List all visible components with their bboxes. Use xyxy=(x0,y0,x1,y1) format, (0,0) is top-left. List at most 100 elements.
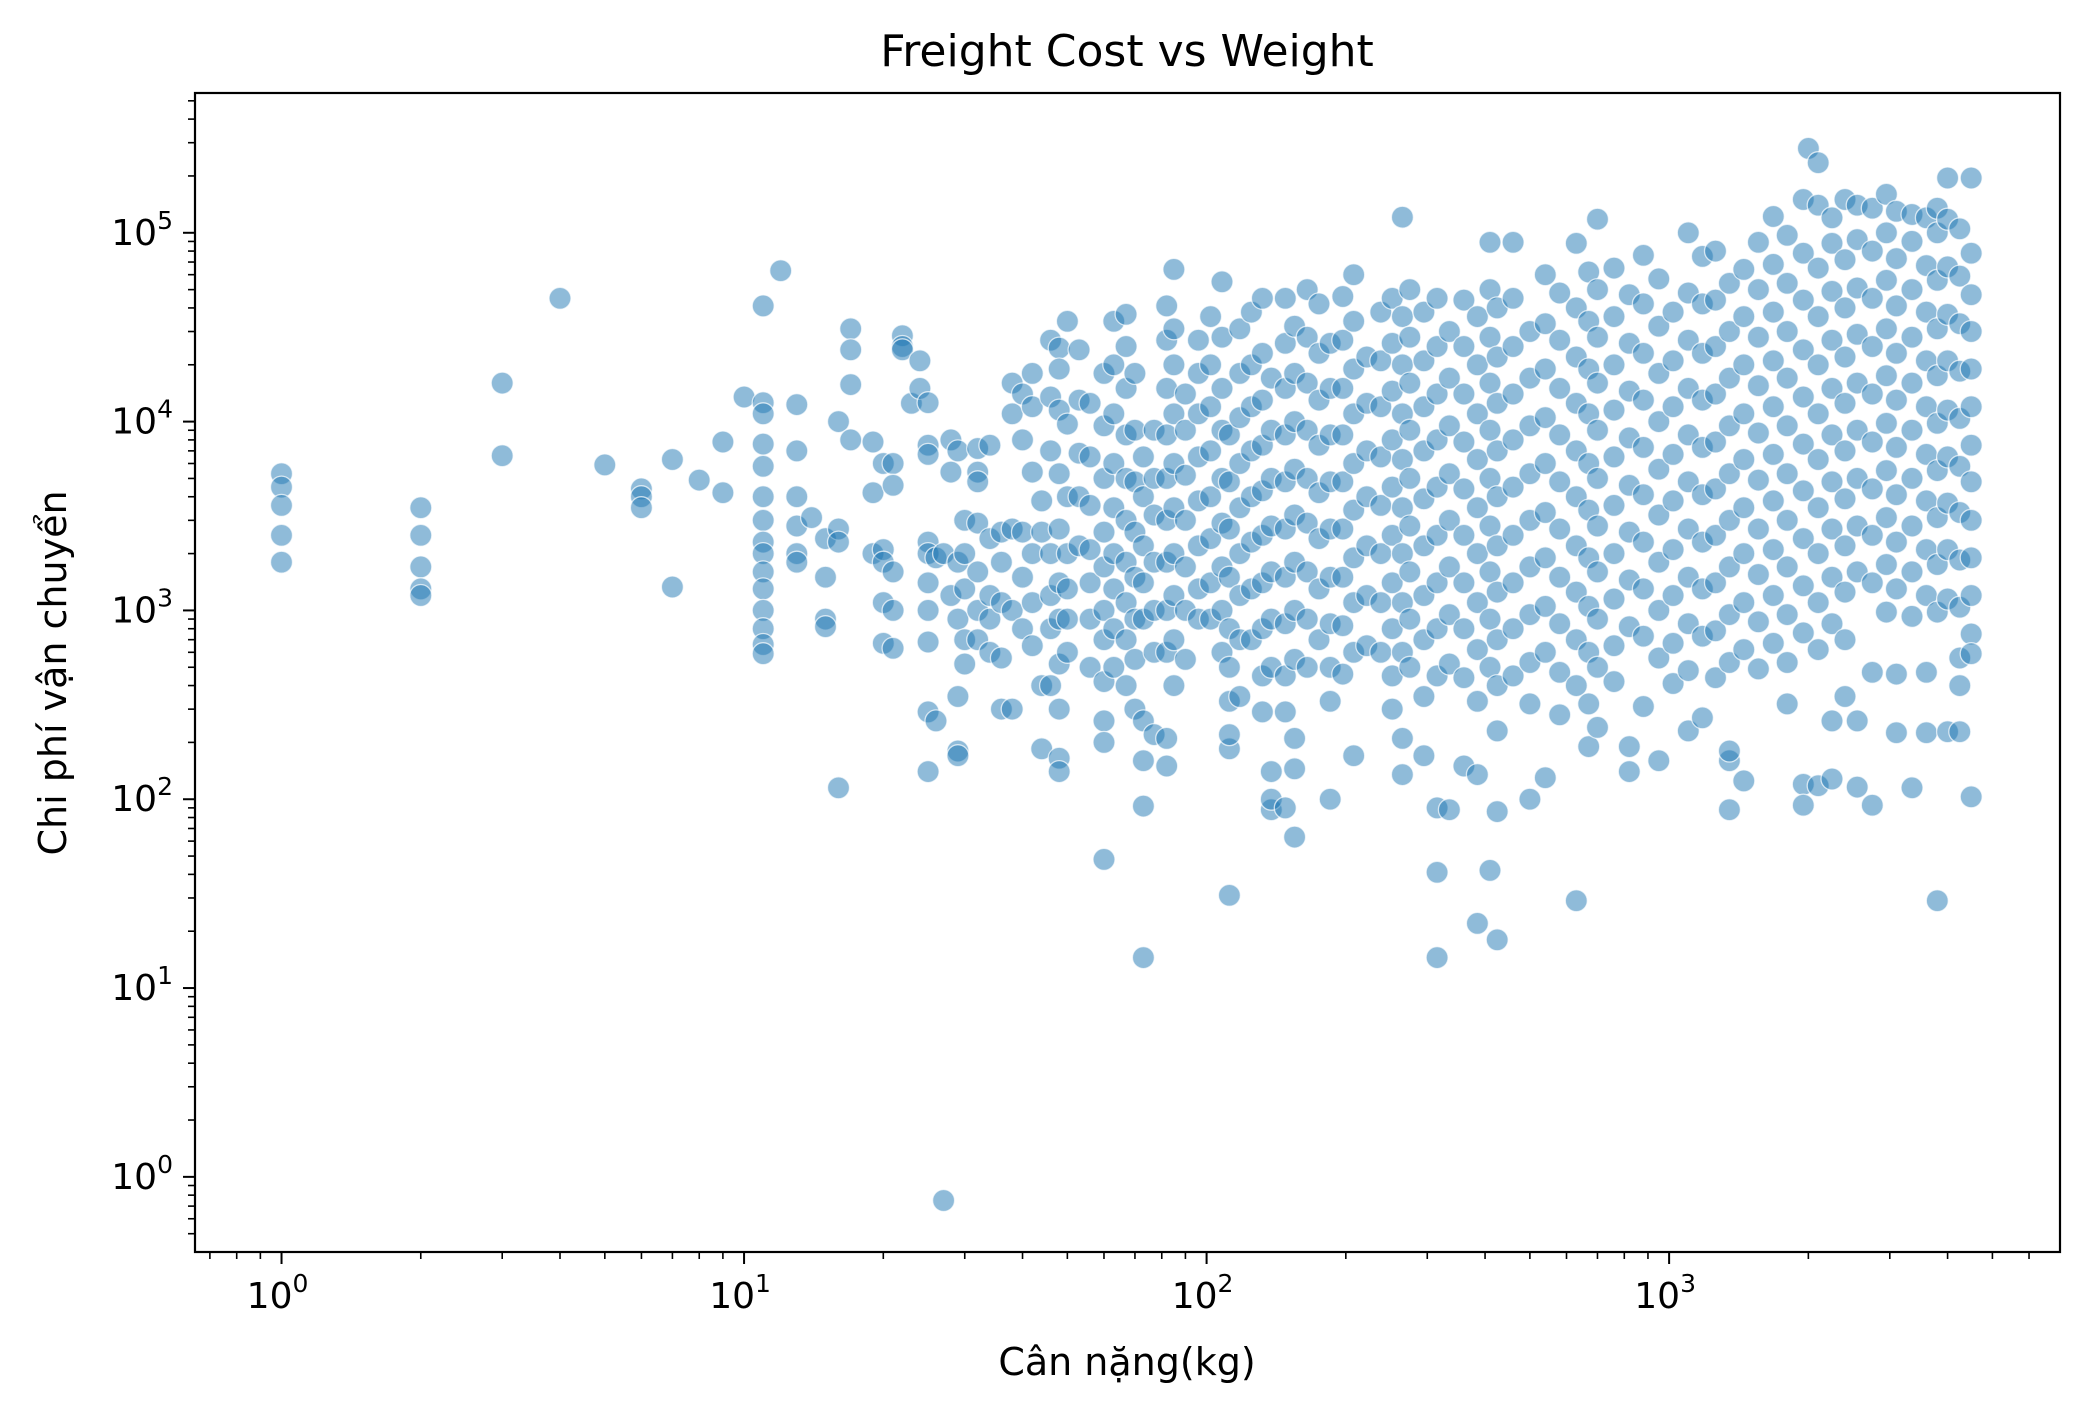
data-point xyxy=(1874,505,1899,530)
data-point xyxy=(1775,555,1799,579)
data-point xyxy=(1661,489,1685,513)
data-point xyxy=(629,496,654,520)
data-point xyxy=(989,646,1014,670)
data-point xyxy=(1602,541,1626,566)
data-point xyxy=(1732,257,1756,282)
data-point xyxy=(1746,562,1771,587)
data-point xyxy=(813,565,838,589)
data-point xyxy=(1020,361,1044,386)
data-point xyxy=(1380,428,1404,452)
data-point xyxy=(1761,252,1785,277)
data-point xyxy=(1874,364,1899,388)
data-point xyxy=(1884,341,1909,365)
x-tick-base: 10 xyxy=(1634,1276,1680,1317)
data-point xyxy=(1055,309,1080,333)
data-point xyxy=(1398,560,1422,584)
data-point xyxy=(1331,376,1355,401)
data-point xyxy=(1295,325,1319,349)
data-point xyxy=(1874,221,1899,245)
data-point xyxy=(1676,221,1700,245)
data-point xyxy=(1860,523,1884,547)
data-point xyxy=(1661,631,1685,655)
data-point xyxy=(1437,798,1462,822)
data-point xyxy=(1501,382,1525,406)
y-tick-exponent: 2 xyxy=(157,772,173,801)
data-point xyxy=(1273,286,1297,310)
data-point xyxy=(966,470,990,494)
data-point xyxy=(1217,655,1242,679)
data-point xyxy=(660,575,685,599)
data-point xyxy=(1761,489,1785,513)
data-point xyxy=(1162,673,1186,698)
data-point xyxy=(1398,655,1422,679)
data-point xyxy=(1078,537,1102,562)
data-point xyxy=(1703,430,1728,454)
data-point xyxy=(785,550,809,574)
data-point xyxy=(1820,279,1844,303)
data-point xyxy=(813,615,838,639)
data-point xyxy=(1369,640,1393,664)
data-point xyxy=(1959,470,1983,494)
data-point xyxy=(1533,357,1557,381)
data-point xyxy=(1131,794,1156,818)
data-point xyxy=(1318,787,1342,811)
y-tick-label: 103 xyxy=(111,583,173,631)
data-point xyxy=(1900,776,1924,800)
data-point xyxy=(1806,637,1830,662)
data-point xyxy=(1564,673,1588,698)
y-tick-exponent: 5 xyxy=(157,206,173,235)
data-point xyxy=(1250,286,1275,310)
data-point xyxy=(1717,366,1742,390)
data-point xyxy=(1038,673,1063,698)
data-point xyxy=(1585,466,1610,491)
data-point xyxy=(861,481,885,505)
data-point xyxy=(1131,945,1156,970)
data-point xyxy=(1282,757,1307,781)
data-point xyxy=(1217,470,1242,494)
data-point xyxy=(1661,349,1685,373)
data-point xyxy=(1465,496,1490,520)
data-point xyxy=(1485,628,1509,652)
data-point xyxy=(1055,577,1080,601)
data-point xyxy=(1210,376,1234,401)
data-point xyxy=(1030,489,1054,513)
data-point xyxy=(1114,334,1138,359)
data-point xyxy=(1717,271,1742,295)
y-axis-label: Chi phí vận chuyển xyxy=(31,490,75,855)
data-point xyxy=(1295,607,1319,631)
data-point xyxy=(1631,577,1656,601)
data-point xyxy=(1948,264,1972,288)
data-point xyxy=(1398,466,1422,491)
data-point xyxy=(1925,889,1949,913)
data-point xyxy=(826,409,851,434)
data-point xyxy=(1380,697,1404,721)
data-point xyxy=(1948,720,1972,744)
data-point xyxy=(1732,590,1756,615)
data-point xyxy=(660,447,685,472)
data-point xyxy=(1585,715,1610,740)
y-tick-base: 10 xyxy=(111,779,157,820)
data-point xyxy=(1833,391,1857,415)
data-point xyxy=(1548,328,1572,352)
data-point xyxy=(978,433,1002,457)
data-point xyxy=(1791,432,1815,456)
x-tick-label: 102 xyxy=(1172,1269,1234,1317)
data-point xyxy=(1860,793,1884,817)
data-point xyxy=(1533,500,1557,525)
data-point xyxy=(1198,353,1223,377)
data-point xyxy=(1884,483,1909,507)
data-point xyxy=(1452,523,1476,547)
data-point xyxy=(1273,700,1297,724)
data-point xyxy=(1318,689,1342,713)
data-point xyxy=(1478,230,1502,254)
data-point xyxy=(1761,537,1785,562)
data-point xyxy=(1331,423,1355,447)
data-point xyxy=(1092,520,1116,544)
data-point xyxy=(1465,304,1490,329)
data-point xyxy=(1478,858,1502,883)
data-point xyxy=(1102,655,1126,679)
x-tick-base: 10 xyxy=(709,1276,755,1317)
data-point xyxy=(1425,571,1449,595)
data-point xyxy=(1833,628,1857,652)
